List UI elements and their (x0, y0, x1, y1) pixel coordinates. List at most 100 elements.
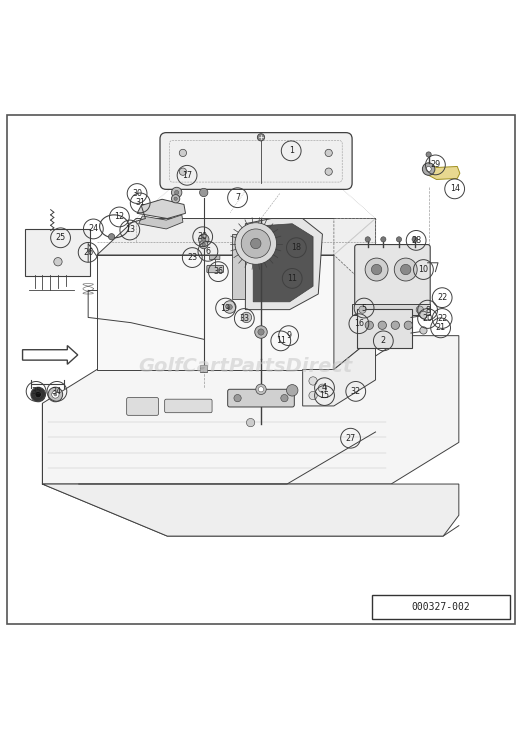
FancyBboxPatch shape (372, 596, 511, 619)
Text: 14: 14 (449, 184, 460, 194)
Circle shape (199, 188, 208, 197)
Circle shape (241, 229, 270, 258)
Circle shape (179, 168, 186, 175)
Text: 15: 15 (319, 391, 329, 400)
Circle shape (227, 304, 232, 310)
Text: 34: 34 (52, 386, 62, 396)
Text: GolfCartPartsDirect: GolfCartPartsDirect (138, 358, 352, 376)
Circle shape (309, 377, 317, 385)
Circle shape (109, 234, 115, 240)
Text: 28: 28 (411, 236, 421, 245)
Circle shape (381, 236, 386, 242)
FancyBboxPatch shape (127, 398, 159, 415)
Circle shape (325, 149, 333, 157)
Circle shape (35, 392, 41, 398)
Circle shape (420, 327, 427, 334)
FancyBboxPatch shape (209, 256, 220, 259)
FancyBboxPatch shape (160, 132, 352, 189)
Circle shape (365, 258, 388, 281)
Text: 21: 21 (435, 324, 446, 333)
Circle shape (412, 236, 417, 242)
Text: 11: 11 (276, 336, 286, 345)
Text: 12: 12 (114, 212, 124, 222)
Text: 20: 20 (422, 314, 433, 323)
Circle shape (309, 392, 317, 400)
Circle shape (256, 384, 266, 395)
FancyBboxPatch shape (355, 245, 430, 307)
Circle shape (235, 222, 277, 265)
Circle shape (171, 187, 182, 198)
Circle shape (179, 149, 186, 157)
Text: 30: 30 (198, 232, 208, 241)
Text: 9: 9 (286, 331, 291, 340)
Circle shape (416, 306, 423, 313)
Text: 30: 30 (132, 189, 142, 198)
Circle shape (371, 265, 382, 275)
Circle shape (171, 194, 180, 203)
Polygon shape (137, 200, 185, 219)
Circle shape (52, 391, 59, 398)
Text: 6: 6 (205, 247, 210, 256)
Text: 31: 31 (135, 198, 145, 208)
Text: 1: 1 (289, 146, 294, 155)
Polygon shape (334, 219, 375, 294)
Circle shape (378, 321, 386, 330)
Circle shape (258, 329, 264, 336)
Circle shape (241, 313, 252, 323)
FancyBboxPatch shape (228, 389, 294, 407)
FancyBboxPatch shape (25, 229, 90, 276)
Text: 26: 26 (83, 248, 93, 257)
Text: 24: 24 (88, 225, 99, 234)
Text: 4: 4 (322, 384, 327, 392)
Polygon shape (352, 304, 430, 315)
Polygon shape (429, 163, 460, 180)
Circle shape (251, 238, 261, 249)
Polygon shape (245, 219, 323, 310)
Circle shape (54, 393, 57, 396)
Text: 5: 5 (362, 304, 366, 313)
Text: 25: 25 (55, 234, 66, 242)
Circle shape (174, 197, 177, 200)
Circle shape (258, 386, 264, 392)
Text: 18: 18 (291, 243, 301, 252)
Circle shape (255, 326, 267, 338)
Circle shape (359, 306, 366, 313)
Text: 19: 19 (220, 304, 231, 313)
Circle shape (257, 134, 265, 141)
Text: 27: 27 (346, 434, 355, 443)
Text: 29: 29 (430, 160, 441, 169)
Circle shape (199, 240, 208, 249)
Polygon shape (334, 219, 375, 370)
Polygon shape (97, 219, 375, 255)
Circle shape (281, 395, 288, 402)
Text: 17: 17 (182, 171, 192, 180)
Circle shape (318, 384, 327, 392)
Circle shape (391, 321, 399, 330)
Text: 11: 11 (287, 274, 297, 283)
Circle shape (422, 163, 435, 175)
Circle shape (394, 258, 417, 281)
Text: 16: 16 (354, 319, 364, 328)
Circle shape (246, 418, 255, 426)
Circle shape (287, 384, 298, 396)
Circle shape (365, 236, 370, 242)
Text: 36: 36 (213, 267, 223, 276)
Circle shape (365, 321, 373, 330)
Polygon shape (253, 224, 313, 302)
Text: 22: 22 (437, 314, 447, 323)
Polygon shape (139, 215, 183, 229)
Circle shape (426, 152, 431, 157)
Polygon shape (42, 484, 459, 536)
Text: 22: 22 (437, 293, 447, 302)
FancyBboxPatch shape (164, 399, 212, 412)
Text: 000327-002: 000327-002 (412, 602, 470, 613)
Text: 2: 2 (381, 336, 386, 345)
FancyBboxPatch shape (200, 365, 207, 372)
Circle shape (202, 243, 205, 246)
Text: 13: 13 (125, 225, 135, 234)
Text: 7: 7 (235, 193, 240, 202)
Circle shape (174, 191, 179, 194)
Text: 23: 23 (187, 253, 197, 262)
Circle shape (223, 301, 236, 313)
Circle shape (198, 234, 209, 245)
